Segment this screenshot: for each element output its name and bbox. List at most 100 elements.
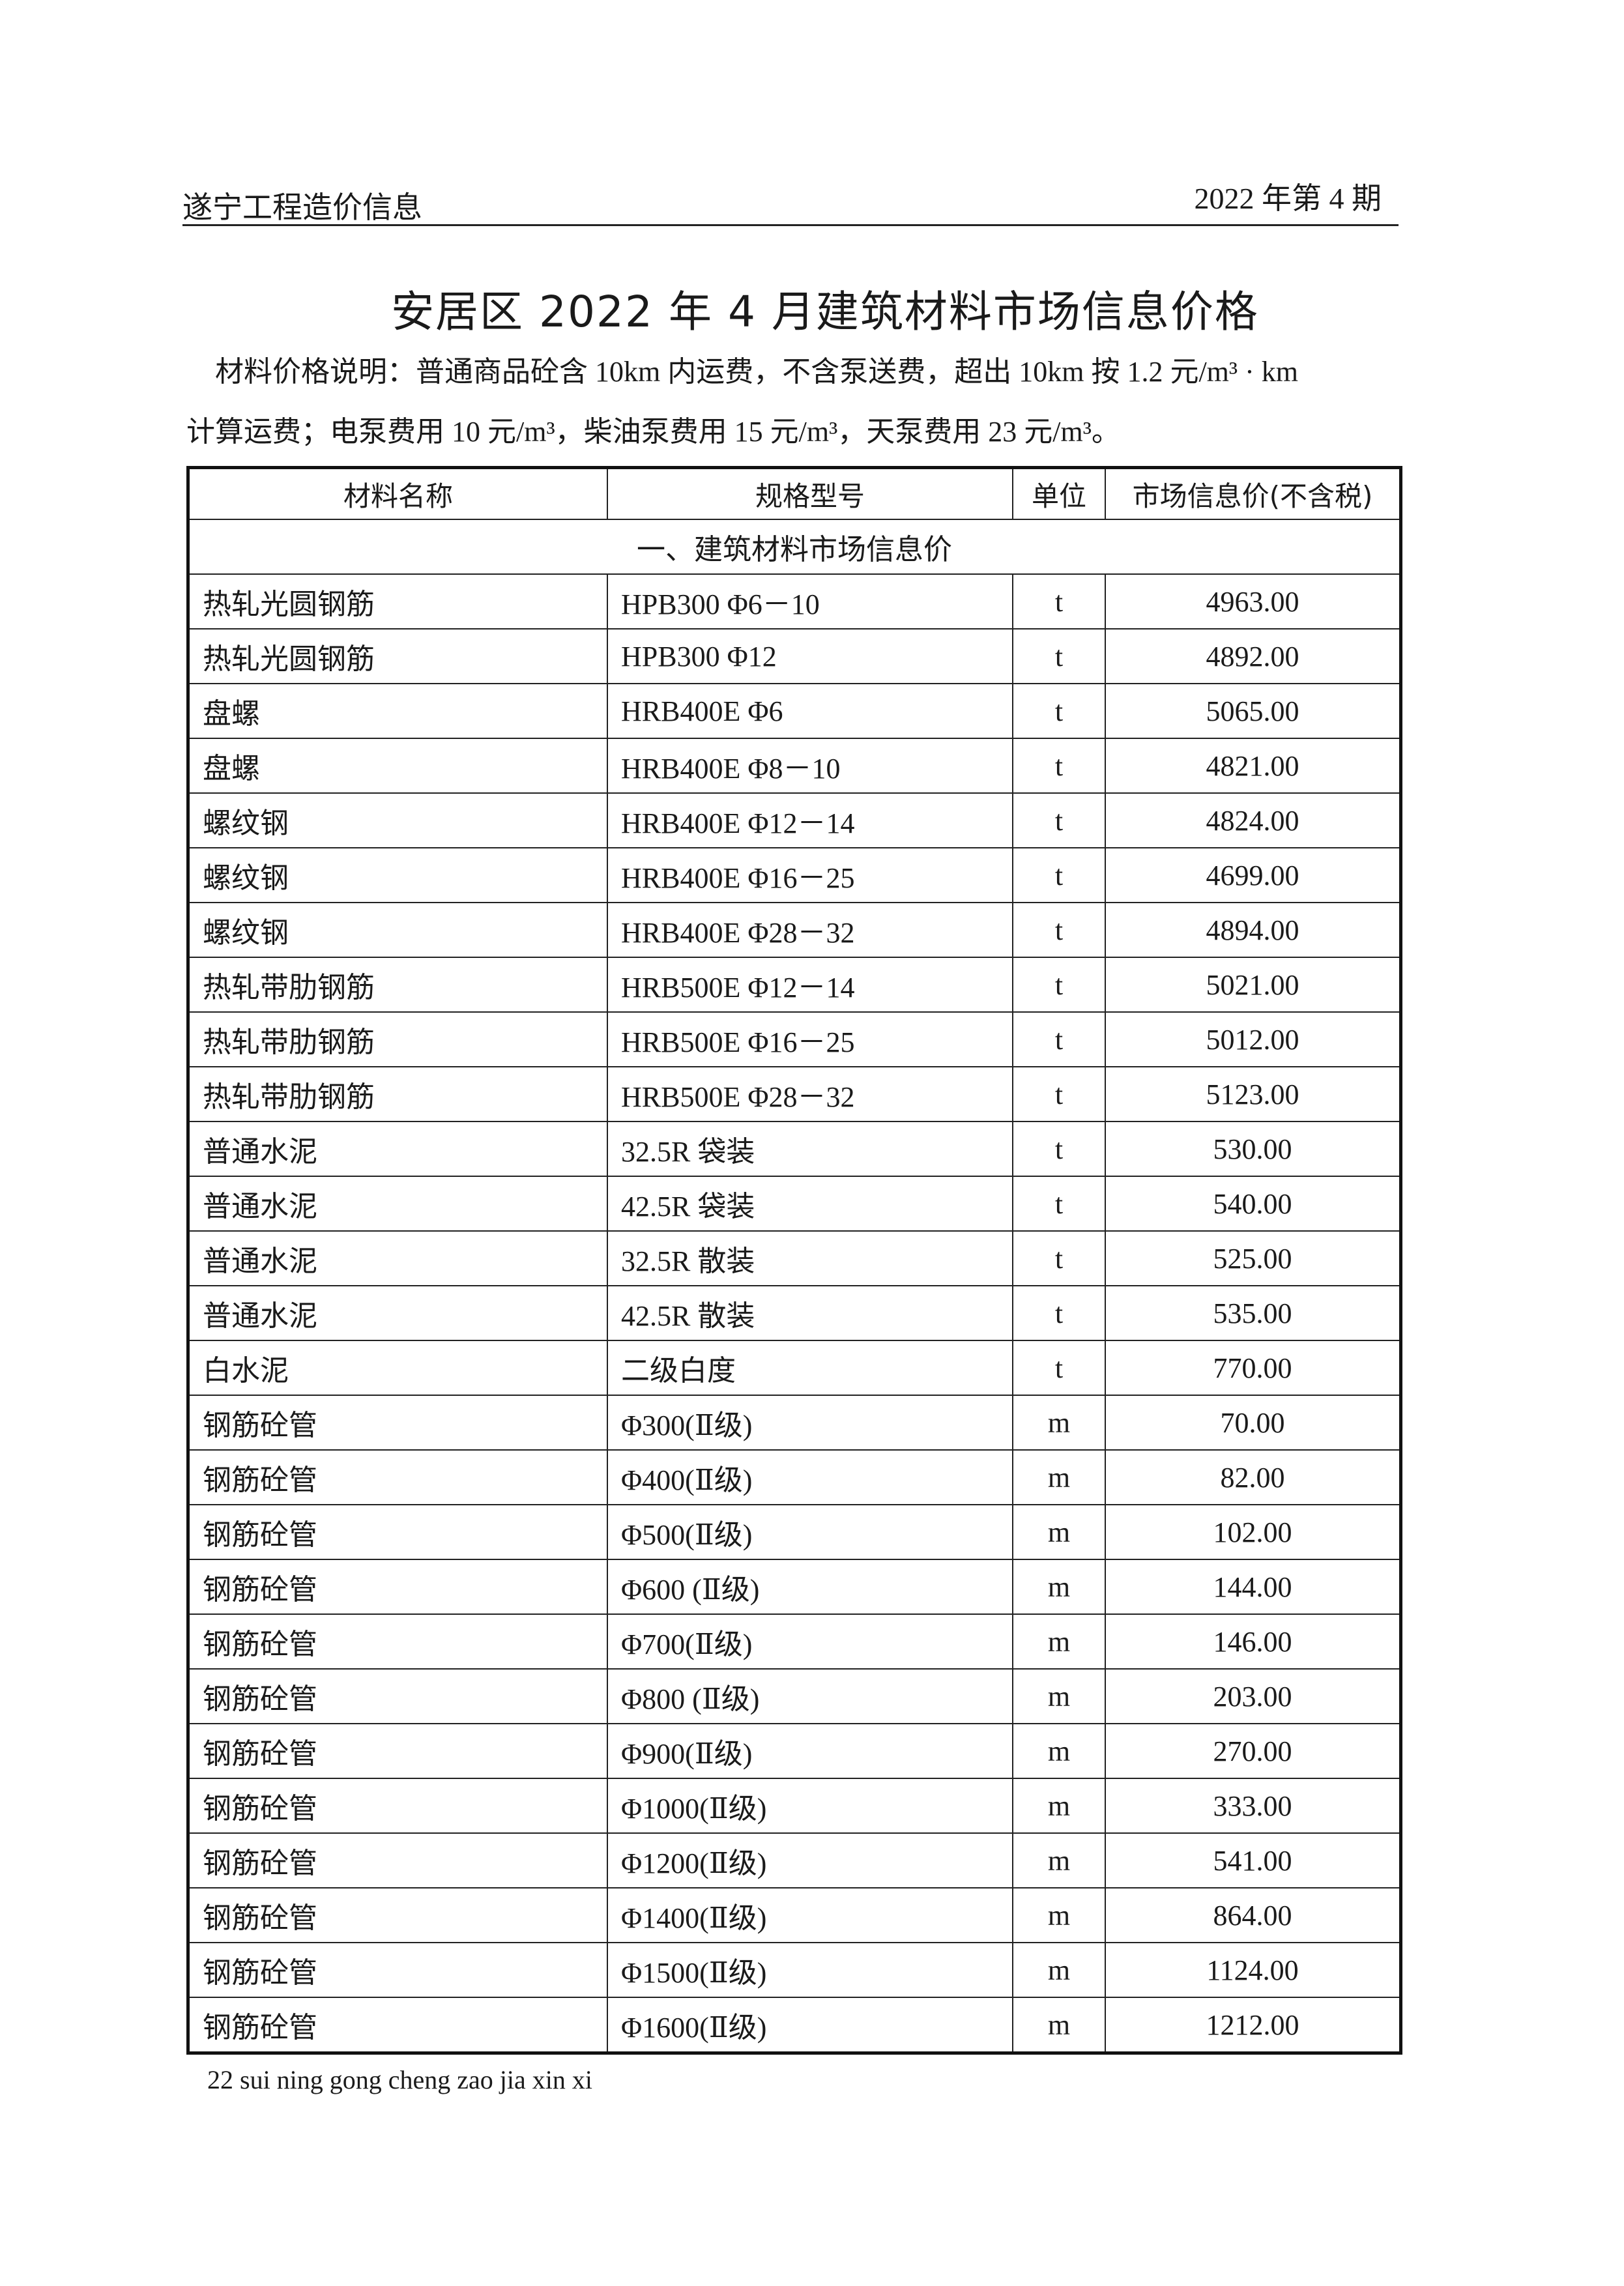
cell-price: 102.00 <box>1105 1504 1402 1560</box>
cell-unit: t <box>1012 1066 1106 1122</box>
cell-spec: Φ1600(Ⅱ级) <box>607 1997 1013 2054</box>
cell-unit: t <box>1012 683 1106 739</box>
cell-material-name: 螺纹钢 <box>187 902 608 958</box>
cell-unit: t <box>1012 1285 1106 1341</box>
table-row: 普通水泥 32.5R 袋装 t 530.00 <box>187 1121 1402 1177</box>
cell-unit: m <box>1012 1887 1106 1943</box>
cell-price: 333.00 <box>1105 1778 1402 1834</box>
cell-material-name: 盘螺 <box>187 683 608 739</box>
cell-material-name: 热轧光圆钢筋 <box>187 628 608 684</box>
description-line-2: 计算运费；电泵费用 10 元/m³，柴油泵费用 15 元/m³，天泵费用 23 … <box>186 416 1120 448</box>
cell-spec: Φ1500(Ⅱ级) <box>607 1942 1013 1998</box>
cell-spec: HRB400E Φ28－32 <box>607 902 1013 958</box>
cell-spec: Φ1400(Ⅱ级) <box>607 1887 1013 1943</box>
cell-unit: t <box>1012 628 1106 684</box>
cell-material-name: 钢筋砼管 <box>187 1723 608 1779</box>
cell-spec: Φ500(Ⅱ级) <box>607 1504 1013 1560</box>
cell-spec: 42.5R 散装 <box>607 1285 1013 1341</box>
table-row: 螺纹钢 HRB400E Φ12－14 t 4824.00 <box>187 792 1402 848</box>
cell-unit: m <box>1012 1778 1106 1834</box>
page-footer: 22 sui ning gong cheng zao jia xin xi <box>207 2065 593 2094</box>
table-row: 钢筋砼管 Φ700(Ⅱ级) m 146.00 <box>187 1613 1402 1670</box>
cell-unit: m <box>1012 1997 1106 2054</box>
cell-unit: t <box>1012 1121 1106 1177</box>
cell-unit: t <box>1012 792 1106 848</box>
col-header-unit: 单位 <box>1012 467 1106 520</box>
cell-spec: Φ800 (Ⅱ级) <box>607 1668 1013 1724</box>
cell-price: 4892.00 <box>1105 628 1402 684</box>
cell-price: 535.00 <box>1105 1285 1402 1341</box>
cell-spec: 42.5R 袋装 <box>607 1176 1013 1232</box>
cell-spec: 32.5R 袋装 <box>607 1121 1013 1177</box>
table-row: 白水泥 二级白度 t 770.00 <box>187 1340 1402 1396</box>
table-row: 热轧带肋钢筋 HRB500E Φ28－32 t 5123.00 <box>187 1066 1402 1122</box>
cell-unit: t <box>1012 957 1106 1013</box>
cell-unit: t <box>1012 847 1106 903</box>
table-header-row: 材料名称 规格型号 单位 市场信息价(不含税) <box>187 467 1402 520</box>
cell-unit: m <box>1012 1832 1106 1888</box>
cell-unit: t <box>1012 1011 1106 1067</box>
table-row: 盘螺 HRB400E Φ8－10 t 4821.00 <box>187 738 1402 794</box>
table-row: 热轧光圆钢筋 HPB300 Φ6－10 t 4963.00 <box>187 573 1402 629</box>
cell-spec: Φ700(Ⅱ级) <box>607 1613 1013 1670</box>
cell-material-name: 钢筋砼管 <box>187 1942 608 1998</box>
cell-material-name: 热轧带肋钢筋 <box>187 957 608 1013</box>
cell-material-name: 热轧带肋钢筋 <box>187 1011 608 1067</box>
table-row: 热轧光圆钢筋 HPB300 Φ12 t 4892.00 <box>187 628 1402 684</box>
cell-material-name: 白水泥 <box>187 1340 608 1396</box>
table-row: 钢筋砼管 Φ1500(Ⅱ级) m 1124.00 <box>187 1942 1402 1998</box>
table-row: 钢筋砼管 Φ1200(Ⅱ级) m 541.00 <box>187 1832 1402 1888</box>
cell-material-name: 钢筋砼管 <box>187 1778 608 1834</box>
cell-spec: HRB500E Φ12－14 <box>607 957 1013 1013</box>
cell-price: 5123.00 <box>1105 1066 1402 1122</box>
table-row: 热轧带肋钢筋 HRB500E Φ16－25 t 5012.00 <box>187 1011 1402 1067</box>
cell-unit: t <box>1012 1176 1106 1232</box>
price-description: 材料价格说明：普通商品砼含 10km 内运费，不含泵送费，超出 10km 按 1… <box>186 342 1405 462</box>
cell-unit: t <box>1012 902 1106 958</box>
cell-price: 525.00 <box>1105 1230 1402 1286</box>
cell-material-name: 热轧带肋钢筋 <box>187 1066 608 1122</box>
section-title: 一、建筑材料市场信息价 <box>187 519 1402 575</box>
table-row: 钢筋砼管 Φ600 (Ⅱ级) m 144.00 <box>187 1559 1402 1615</box>
publication-name: 遂宁工程造价信息 <box>182 190 422 225</box>
cell-price: 1124.00 <box>1105 1942 1402 1998</box>
cell-unit: t <box>1012 1230 1106 1286</box>
cell-price: 203.00 <box>1105 1668 1402 1724</box>
table-row: 普通水泥 32.5R 散装 t 525.00 <box>187 1230 1402 1286</box>
cell-material-name: 螺纹钢 <box>187 792 608 848</box>
cell-material-name: 钢筋砼管 <box>187 1887 608 1943</box>
cell-price: 146.00 <box>1105 1613 1402 1670</box>
cell-material-name: 普通水泥 <box>187 1176 608 1232</box>
cell-spec: 32.5R 散装 <box>607 1230 1013 1286</box>
cell-price: 4821.00 <box>1105 738 1402 794</box>
cell-unit: m <box>1012 1723 1106 1779</box>
section-row: 一、建筑材料市场信息价 <box>187 519 1402 575</box>
cell-unit: m <box>1012 1942 1106 1998</box>
cell-unit: t <box>1012 573 1106 629</box>
cell-spec: Φ300(Ⅱ级) <box>607 1395 1013 1451</box>
cell-price: 5065.00 <box>1105 683 1402 739</box>
col-header-spec: 规格型号 <box>607 467 1013 520</box>
cell-material-name: 钢筋砼管 <box>187 1449 608 1505</box>
cell-unit: m <box>1012 1668 1106 1724</box>
cell-price: 4963.00 <box>1105 573 1402 629</box>
cell-material-name: 钢筋砼管 <box>187 1504 608 1560</box>
cell-spec: Φ400(Ⅱ级) <box>607 1449 1013 1505</box>
header-divider <box>182 224 1399 226</box>
cell-unit: t <box>1012 1340 1106 1396</box>
cell-unit: m <box>1012 1449 1106 1505</box>
cell-spec: Φ1200(Ⅱ级) <box>607 1832 1013 1888</box>
table-row: 螺纹钢 HRB400E Φ28－32 t 4894.00 <box>187 902 1402 958</box>
cell-price: 70.00 <box>1105 1395 1402 1451</box>
cell-spec: Φ900(Ⅱ级) <box>607 1723 1013 1779</box>
table-row: 钢筋砼管 Φ300(Ⅱ级) m 70.00 <box>187 1395 1402 1451</box>
table-row: 钢筋砼管 Φ1600(Ⅱ级) m 1212.00 <box>187 1997 1402 2054</box>
price-table: 材料名称 规格型号 单位 市场信息价(不含税) 一、建筑材料市场信息价 热轧光圆… <box>186 466 1402 2055</box>
col-header-name: 材料名称 <box>187 467 608 520</box>
cell-spec: HRB400E Φ6 <box>607 683 1013 739</box>
cell-price: 530.00 <box>1105 1121 1402 1177</box>
table-row: 钢筋砼管 Φ800 (Ⅱ级) m 203.00 <box>187 1668 1402 1724</box>
cell-material-name: 钢筋砼管 <box>187 1997 608 2054</box>
cell-price: 770.00 <box>1105 1340 1402 1396</box>
issue-number: 2022 年第 4 期 <box>1194 182 1382 215</box>
